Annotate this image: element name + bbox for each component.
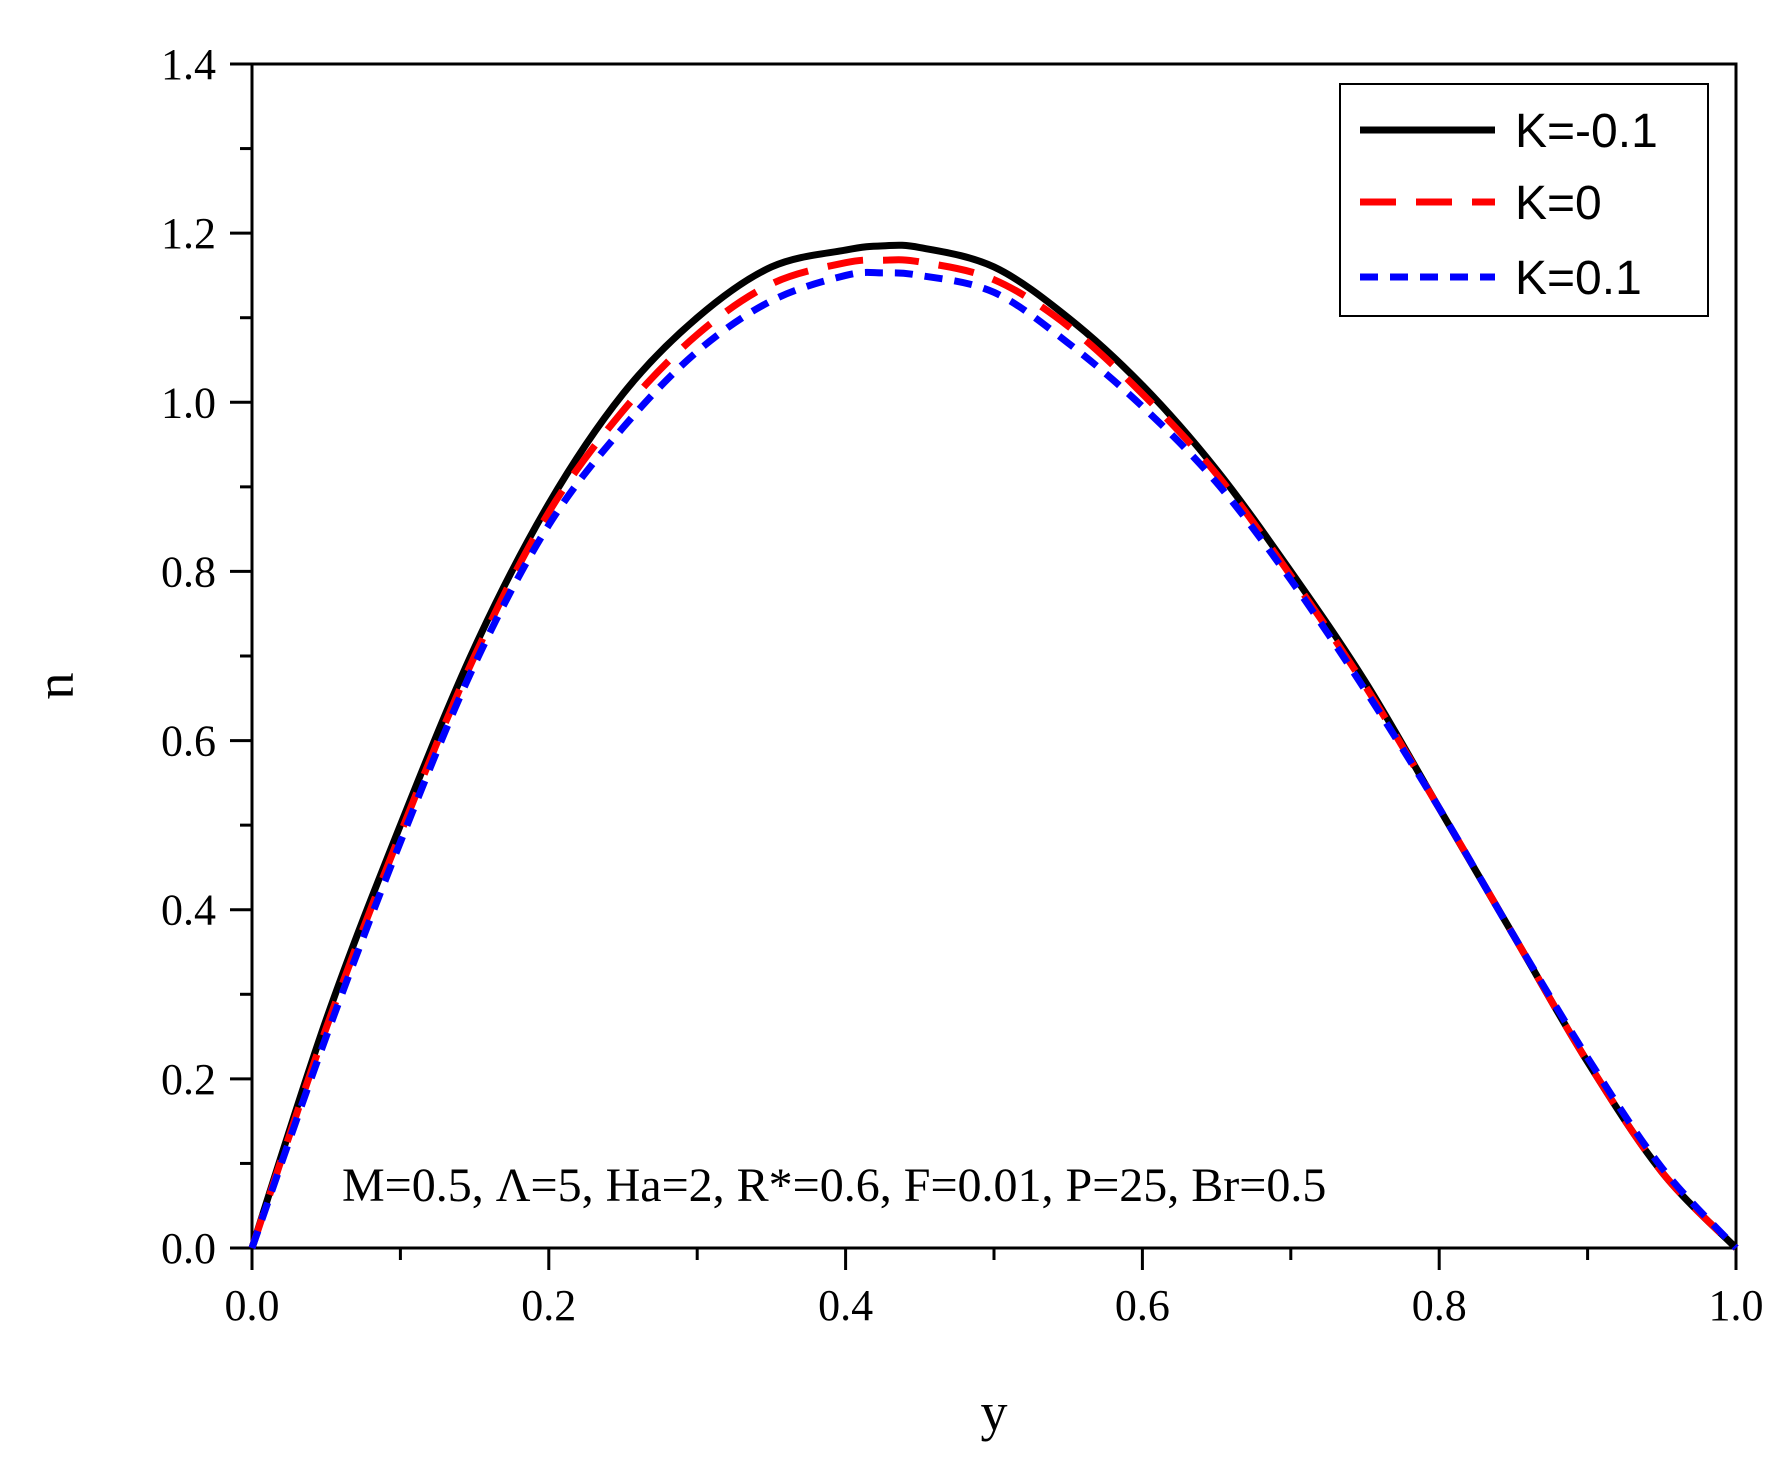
y-tick-label: 0.6 bbox=[161, 717, 216, 766]
legend-label-k-neg-0-1: K=-0.1 bbox=[1515, 105, 1658, 158]
parameter-annotation: M=0.5, Λ=5, Ha=2, R*=0.6, F=0.01, P=25, … bbox=[342, 1159, 1326, 1212]
y-tick-label: 0.2 bbox=[161, 1055, 216, 1104]
x-tick-label: 1.0 bbox=[1709, 1281, 1764, 1330]
y-tick-label: 1.4 bbox=[161, 40, 216, 89]
x-axis-title: y bbox=[981, 1382, 1008, 1442]
series-lines bbox=[248, 241, 1739, 1251]
legend-label-k-0-1: K=0.1 bbox=[1515, 252, 1642, 305]
x-tick-label: 0.6 bbox=[1115, 1281, 1170, 1330]
y-tick-label: 0.8 bbox=[161, 547, 216, 596]
series-line-k-neg-0-1 bbox=[248, 241, 1739, 1251]
x-tick-label: 0.8 bbox=[1412, 1281, 1467, 1330]
ticks-layer: 0.0 0.2 0.4 0.6 0.8 1.0 0.0 0.2 0.4 0.6 0.8 1.0 1.2 1… bbox=[161, 40, 1764, 1330]
legend-label-k-0: K=0 bbox=[1515, 177, 1602, 230]
legend: K=-0.1 K=0 K=0.1 bbox=[1339, 83, 1709, 317]
y-tick-label: 0.0 bbox=[161, 1224, 216, 1273]
x-tick-label: 0.2 bbox=[521, 1281, 576, 1330]
series-line-k-0 bbox=[248, 256, 1739, 1251]
x-tick-label: 0.4 bbox=[818, 1281, 873, 1330]
x-tick-label: 0.0 bbox=[225, 1281, 280, 1330]
y-tick-label: 1.2 bbox=[161, 209, 216, 258]
y-tick-label: 1.0 bbox=[161, 378, 216, 427]
y-tick-label: 0.4 bbox=[161, 886, 216, 935]
series-line-k-0-1 bbox=[248, 268, 1739, 1251]
y-axis-title: u bbox=[36, 673, 96, 700]
